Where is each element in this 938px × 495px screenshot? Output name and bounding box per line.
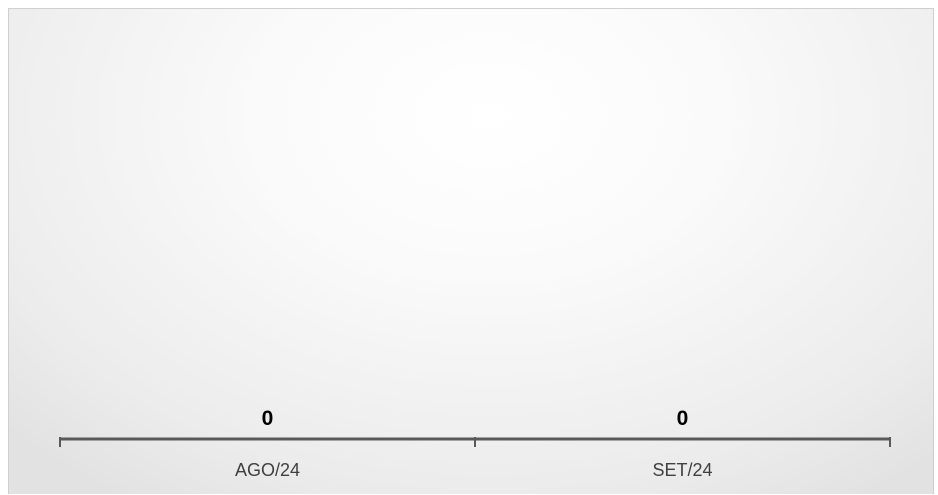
chart-svg: 0 AGO/24 0 SET/24	[9, 9, 934, 494]
data-label: 0	[262, 407, 274, 430]
chart-area: 0 AGO/24 0 SET/24	[8, 8, 934, 494]
x-tick-label: SET/24	[652, 460, 712, 480]
x-tick-label: AGO/24	[235, 460, 300, 480]
data-label: 0	[677, 407, 689, 430]
